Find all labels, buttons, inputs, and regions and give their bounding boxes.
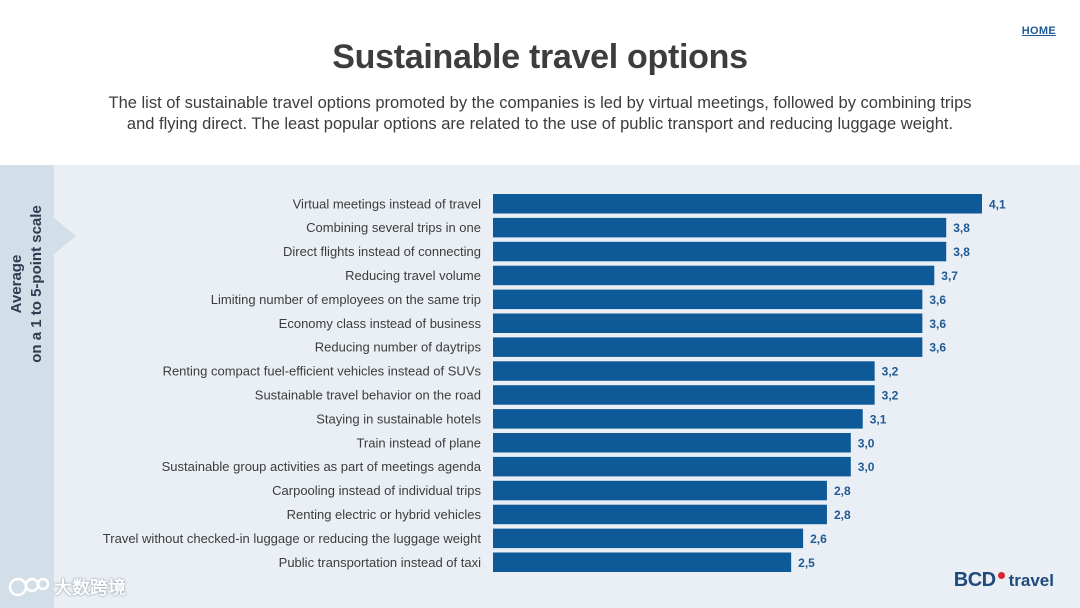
page-title: Sustainable travel options <box>332 38 748 76</box>
category-label: Train instead of plane <box>356 435 481 450</box>
bar <box>493 552 792 572</box>
value-label: 2,8 <box>834 508 851 522</box>
value-label: 3,8 <box>953 245 970 259</box>
bar <box>493 241 947 262</box>
category-label: Combining several trips in one <box>306 220 481 235</box>
category-label: Sustainable group activities as part of … <box>162 459 482 474</box>
category-label: Renting electric or hybrid vehicles <box>287 507 482 522</box>
value-label: 3,7 <box>941 269 958 283</box>
side-tab <box>0 165 54 608</box>
bar <box>493 409 863 429</box>
bar <box>493 385 875 405</box>
bar <box>493 433 851 453</box>
logo-dot-icon <box>997 572 1005 579</box>
bar <box>493 480 827 501</box>
value-label: 3,2 <box>882 365 899 379</box>
category-label: Economy class instead of business <box>279 316 482 331</box>
value-label: 3,0 <box>858 460 875 474</box>
value-label: 2,6 <box>810 532 827 546</box>
bar <box>493 456 851 477</box>
bar <box>493 265 935 286</box>
value-label: 3,6 <box>929 341 946 355</box>
bar <box>493 217 947 238</box>
bar <box>493 337 923 357</box>
category-label: Reducing travel volume <box>345 268 481 283</box>
bar <box>493 313 923 333</box>
value-label: 4,1 <box>989 197 1006 211</box>
category-label: Limiting number of employees on the same… <box>211 292 481 307</box>
value-label: 3,8 <box>953 221 970 235</box>
watermark-logo-icon <box>8 577 50 597</box>
value-label: 3,6 <box>929 293 946 307</box>
side-tab-arrow <box>54 218 76 254</box>
value-label: 3,2 <box>882 388 899 402</box>
logo-brand: BCD <box>953 569 996 591</box>
category-label: Renting compact fuel-efficient vehicles … <box>163 364 482 379</box>
category-label: Staying in sustainable hotels <box>316 411 481 426</box>
home-link[interactable]: HOME <box>1021 25 1056 37</box>
bcd-travel-logo: BCD travel <box>954 569 1054 592</box>
category-label: Direct flights instead of connecting <box>283 244 481 259</box>
bar <box>493 194 982 214</box>
category-label: Reducing number of daytrips <box>315 340 482 355</box>
watermark: 大数跨境 <box>8 574 126 600</box>
category-label: Virtual meetings instead of travel <box>293 196 481 211</box>
logo-suffix: travel <box>1008 570 1054 590</box>
category-label: Travel without checked-in luggage or red… <box>103 531 482 546</box>
bar <box>493 361 875 381</box>
value-label: 3,6 <box>929 317 946 331</box>
bar <box>493 528 804 549</box>
page-subtitle: The list of sustainable travel options p… <box>40 93 1040 135</box>
category-label: Public transportation instead of taxi <box>279 555 481 570</box>
subtitle-line-1: The list of sustainable travel options p… <box>108 94 972 112</box>
value-label: 2,8 <box>834 484 851 498</box>
category-label: Carpooling instead of individual trips <box>272 483 481 498</box>
bar <box>493 504 827 525</box>
category-label: Sustainable travel behavior on the road <box>255 387 481 402</box>
value-label: 3,1 <box>870 412 887 426</box>
watermark-text: 大数跨境 <box>54 578 126 598</box>
subtitle-line-2: and flying direct. The least popular opt… <box>126 115 954 133</box>
value-label: 3,0 <box>858 436 875 450</box>
bar <box>493 289 923 310</box>
value-label: 2,5 <box>798 556 815 570</box>
